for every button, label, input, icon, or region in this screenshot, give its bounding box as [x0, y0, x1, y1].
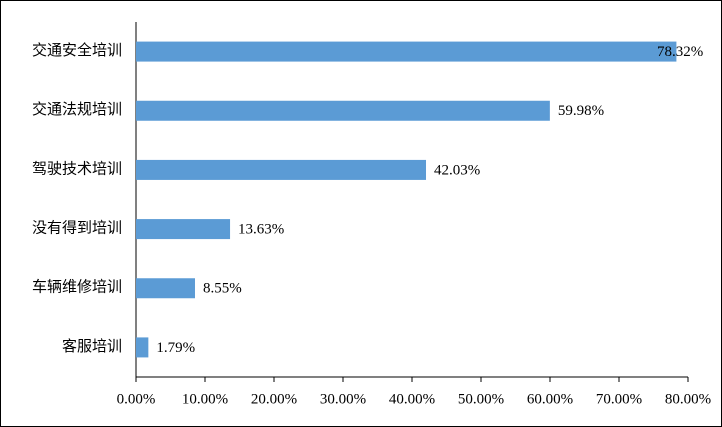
bar [136, 41, 677, 62]
x-tick-label: 70.00% [596, 391, 642, 407]
value-label: 78.32% [657, 44, 703, 60]
bar [136, 337, 149, 358]
y-tick-label: 车辆维修培训 [32, 279, 122, 296]
bar [136, 159, 427, 180]
value-label: 8.55% [203, 281, 242, 297]
x-tick-label: 10.00% [182, 391, 228, 407]
x-tick-label: 40.00% [389, 391, 435, 407]
x-tick-label: 60.00% [527, 391, 573, 407]
x-tick-label: 80.00% [665, 391, 711, 407]
x-tick-label: 30.00% [320, 391, 366, 407]
y-tick-label: 没有得到培训 [32, 220, 122, 237]
y-tick-label: 交通安全培训 [32, 41, 122, 59]
bar [136, 100, 550, 121]
value-label: 59.98% [558, 103, 604, 119]
bar [136, 278, 195, 299]
y-tick-label: 交通法规培训 [32, 100, 122, 118]
value-label: 13.63% [238, 222, 284, 238]
y-tick-label: 驾驶技术培训 [32, 160, 122, 177]
x-tick-label: 50.00% [458, 391, 504, 407]
bar [136, 219, 231, 240]
x-tick-label: 0.00% [117, 391, 156, 407]
y-tick-label: 客服培训 [62, 338, 122, 355]
value-label: 1.79% [156, 340, 195, 356]
value-label: 42.03% [434, 162, 480, 178]
x-tick-label: 20.00% [251, 391, 297, 407]
